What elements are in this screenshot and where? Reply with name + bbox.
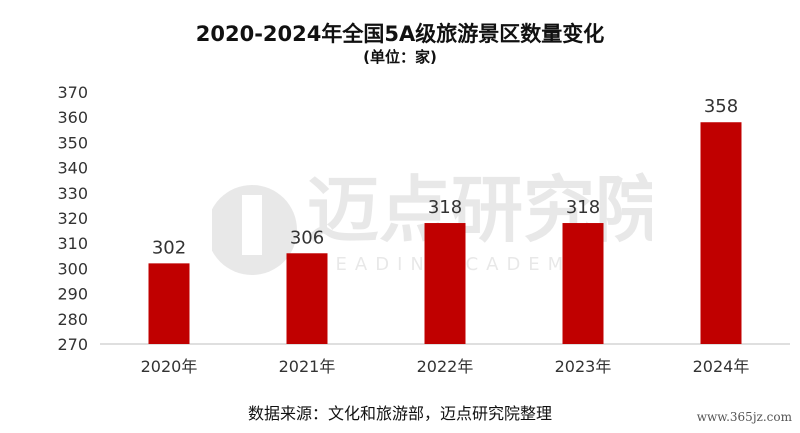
data-label: 302	[152, 237, 186, 258]
bar	[286, 253, 328, 344]
chart-title: 2020-2024年全国5A级旅游景区数量变化	[195, 22, 605, 46]
y-tick-label: 270	[57, 335, 88, 354]
y-tick-label: 370	[57, 83, 88, 102]
y-tick-label: 280	[57, 310, 88, 329]
x-tick-label: 2020年	[141, 357, 198, 376]
x-tick-label: 2022年	[417, 357, 474, 376]
y-tick-label: 330	[57, 184, 88, 203]
y-tick-label: 350	[57, 133, 88, 152]
y-tick-label: 300	[57, 259, 88, 278]
data-label: 318	[428, 197, 462, 218]
source-note: 数据来源：文化和旅游部，迈点研究院整理	[247, 404, 552, 423]
site-credit: www.365jz.com	[696, 410, 792, 424]
x-tick-label: 2021年	[279, 357, 336, 376]
data-label: 318	[566, 197, 600, 218]
y-tick-label: 290	[57, 285, 88, 304]
x-tick-label: 2024年	[693, 357, 750, 376]
x-tick-label: 2023年	[555, 357, 612, 376]
y-tick-label: 360	[57, 108, 88, 127]
data-label: 358	[704, 96, 738, 117]
y-tick-label: 310	[57, 234, 88, 253]
bar	[148, 263, 190, 344]
bar	[700, 122, 742, 345]
chart-subtitle: (单位：家)	[363, 48, 437, 66]
data-label: 306	[290, 227, 324, 248]
y-tick-label: 320	[57, 209, 88, 228]
bar	[424, 223, 466, 344]
y-tick-label: 340	[57, 159, 88, 178]
bar	[562, 223, 604, 344]
